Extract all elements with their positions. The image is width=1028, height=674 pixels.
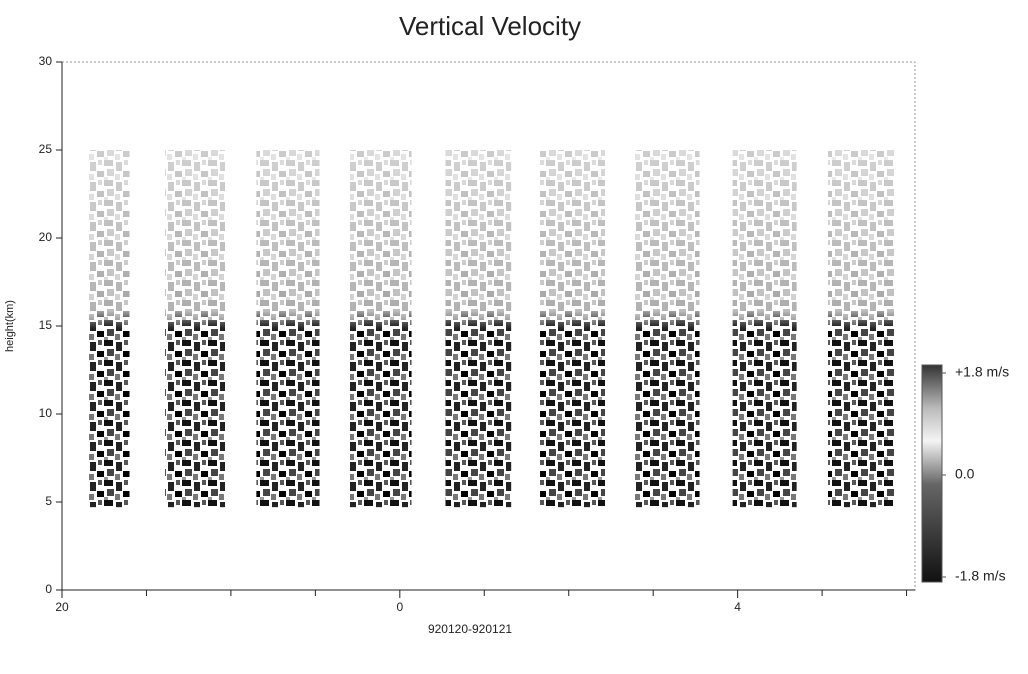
y-tick-label: 25 bbox=[39, 142, 53, 156]
x-axis-label: 920120-920121 bbox=[428, 622, 512, 636]
x-tick-label: 4 bbox=[734, 600, 741, 614]
observation-period bbox=[540, 150, 606, 508]
x-tick-label: 0 bbox=[396, 600, 403, 614]
y-axis-label: height(km) bbox=[4, 300, 16, 352]
colorbar bbox=[921, 364, 943, 583]
y-tick-label: 30 bbox=[39, 54, 53, 68]
x-tick-label: 20 bbox=[55, 600, 69, 614]
observation-period bbox=[165, 150, 225, 508]
observation-period bbox=[445, 150, 512, 508]
y-tick-label: 0 bbox=[45, 582, 52, 596]
chart-title: Vertical Velocity bbox=[399, 11, 581, 41]
observation-period bbox=[828, 150, 895, 508]
observation-period bbox=[349, 150, 412, 508]
y-tick-label: 15 bbox=[39, 318, 53, 332]
colorbar-label: +1.8 m/s bbox=[955, 364, 1009, 380]
y-tick-label: 5 bbox=[45, 494, 52, 508]
colorbar-label: -1.8 m/s bbox=[955, 568, 1006, 584]
y-tick-label: 10 bbox=[39, 406, 53, 420]
observation-period bbox=[634, 150, 700, 508]
observation-period bbox=[256, 150, 320, 508]
colorbar-label: 0.0 bbox=[955, 466, 975, 482]
y-tick-label: 20 bbox=[39, 230, 53, 244]
observation-period bbox=[732, 150, 797, 508]
observation-period bbox=[88, 150, 130, 508]
